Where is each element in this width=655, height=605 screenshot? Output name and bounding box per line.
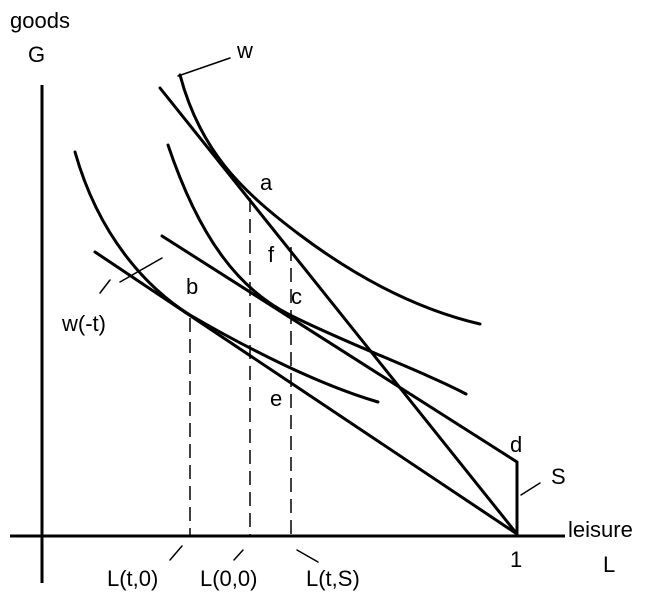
point-c-label: c [291, 284, 302, 309]
budget-line-with-subsidy [160, 234, 519, 464]
indifference-curve-c [166, 143, 468, 396]
indifference-curve-b [73, 150, 380, 404]
label-S: S [551, 464, 566, 489]
point-a-label: a [260, 170, 273, 195]
label-L-t-S: L(t,S) [306, 566, 360, 591]
point-e-label: e [270, 386, 282, 411]
goods-axis-label: goods [10, 8, 70, 33]
point-d-label: d [510, 432, 522, 457]
pointer-w [177, 57, 231, 77]
budget-line-w-minus-t [93, 250, 519, 536]
pointer-L-0-0 [233, 549, 244, 561]
pointer-S [520, 482, 541, 496]
goods-axis-symbol: G [28, 42, 45, 67]
label-L-0-0: L(0,0) [200, 566, 257, 591]
label-L-t-0: L(t,0) [107, 566, 158, 591]
leisure-axis-symbol: L [603, 552, 615, 577]
leisure-axis-label: leisure [568, 517, 633, 542]
pointer-L-t-0 [169, 545, 183, 561]
x-tick-one: 1 [510, 547, 522, 572]
budget-line-w [158, 86, 519, 536]
pointer-L-t-S [296, 549, 319, 563]
pointer-w-minus-t-a [119, 257, 163, 283]
point-b-label: b [186, 274, 198, 299]
label-w: w [236, 38, 253, 63]
label-w-minus-t: w(-t) [61, 311, 106, 336]
point-f-label: f [268, 242, 275, 267]
indifference-curve-a [178, 73, 482, 326]
pointer-w-minus-t-b [99, 279, 111, 294]
